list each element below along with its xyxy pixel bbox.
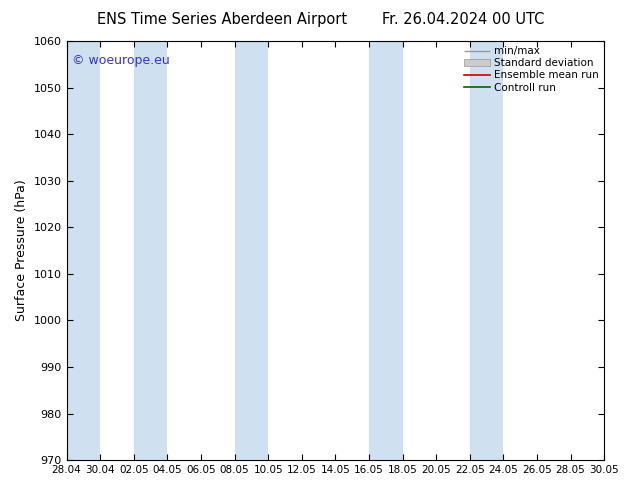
Y-axis label: Surface Pressure (hPa): Surface Pressure (hPa) <box>15 180 28 321</box>
Bar <box>369 41 403 460</box>
Bar <box>235 41 268 460</box>
Legend: min/max, Standard deviation, Ensemble mean run, Controll run: min/max, Standard deviation, Ensemble me… <box>462 44 601 95</box>
Bar <box>67 41 100 460</box>
Text: © woeurope.eu: © woeurope.eu <box>72 53 170 67</box>
Bar <box>134 41 167 460</box>
Text: ENS Time Series Aberdeen Airport: ENS Time Series Aberdeen Airport <box>97 12 347 27</box>
Text: Fr. 26.04.2024 00 UTC: Fr. 26.04.2024 00 UTC <box>382 12 544 27</box>
Bar <box>470 41 503 460</box>
